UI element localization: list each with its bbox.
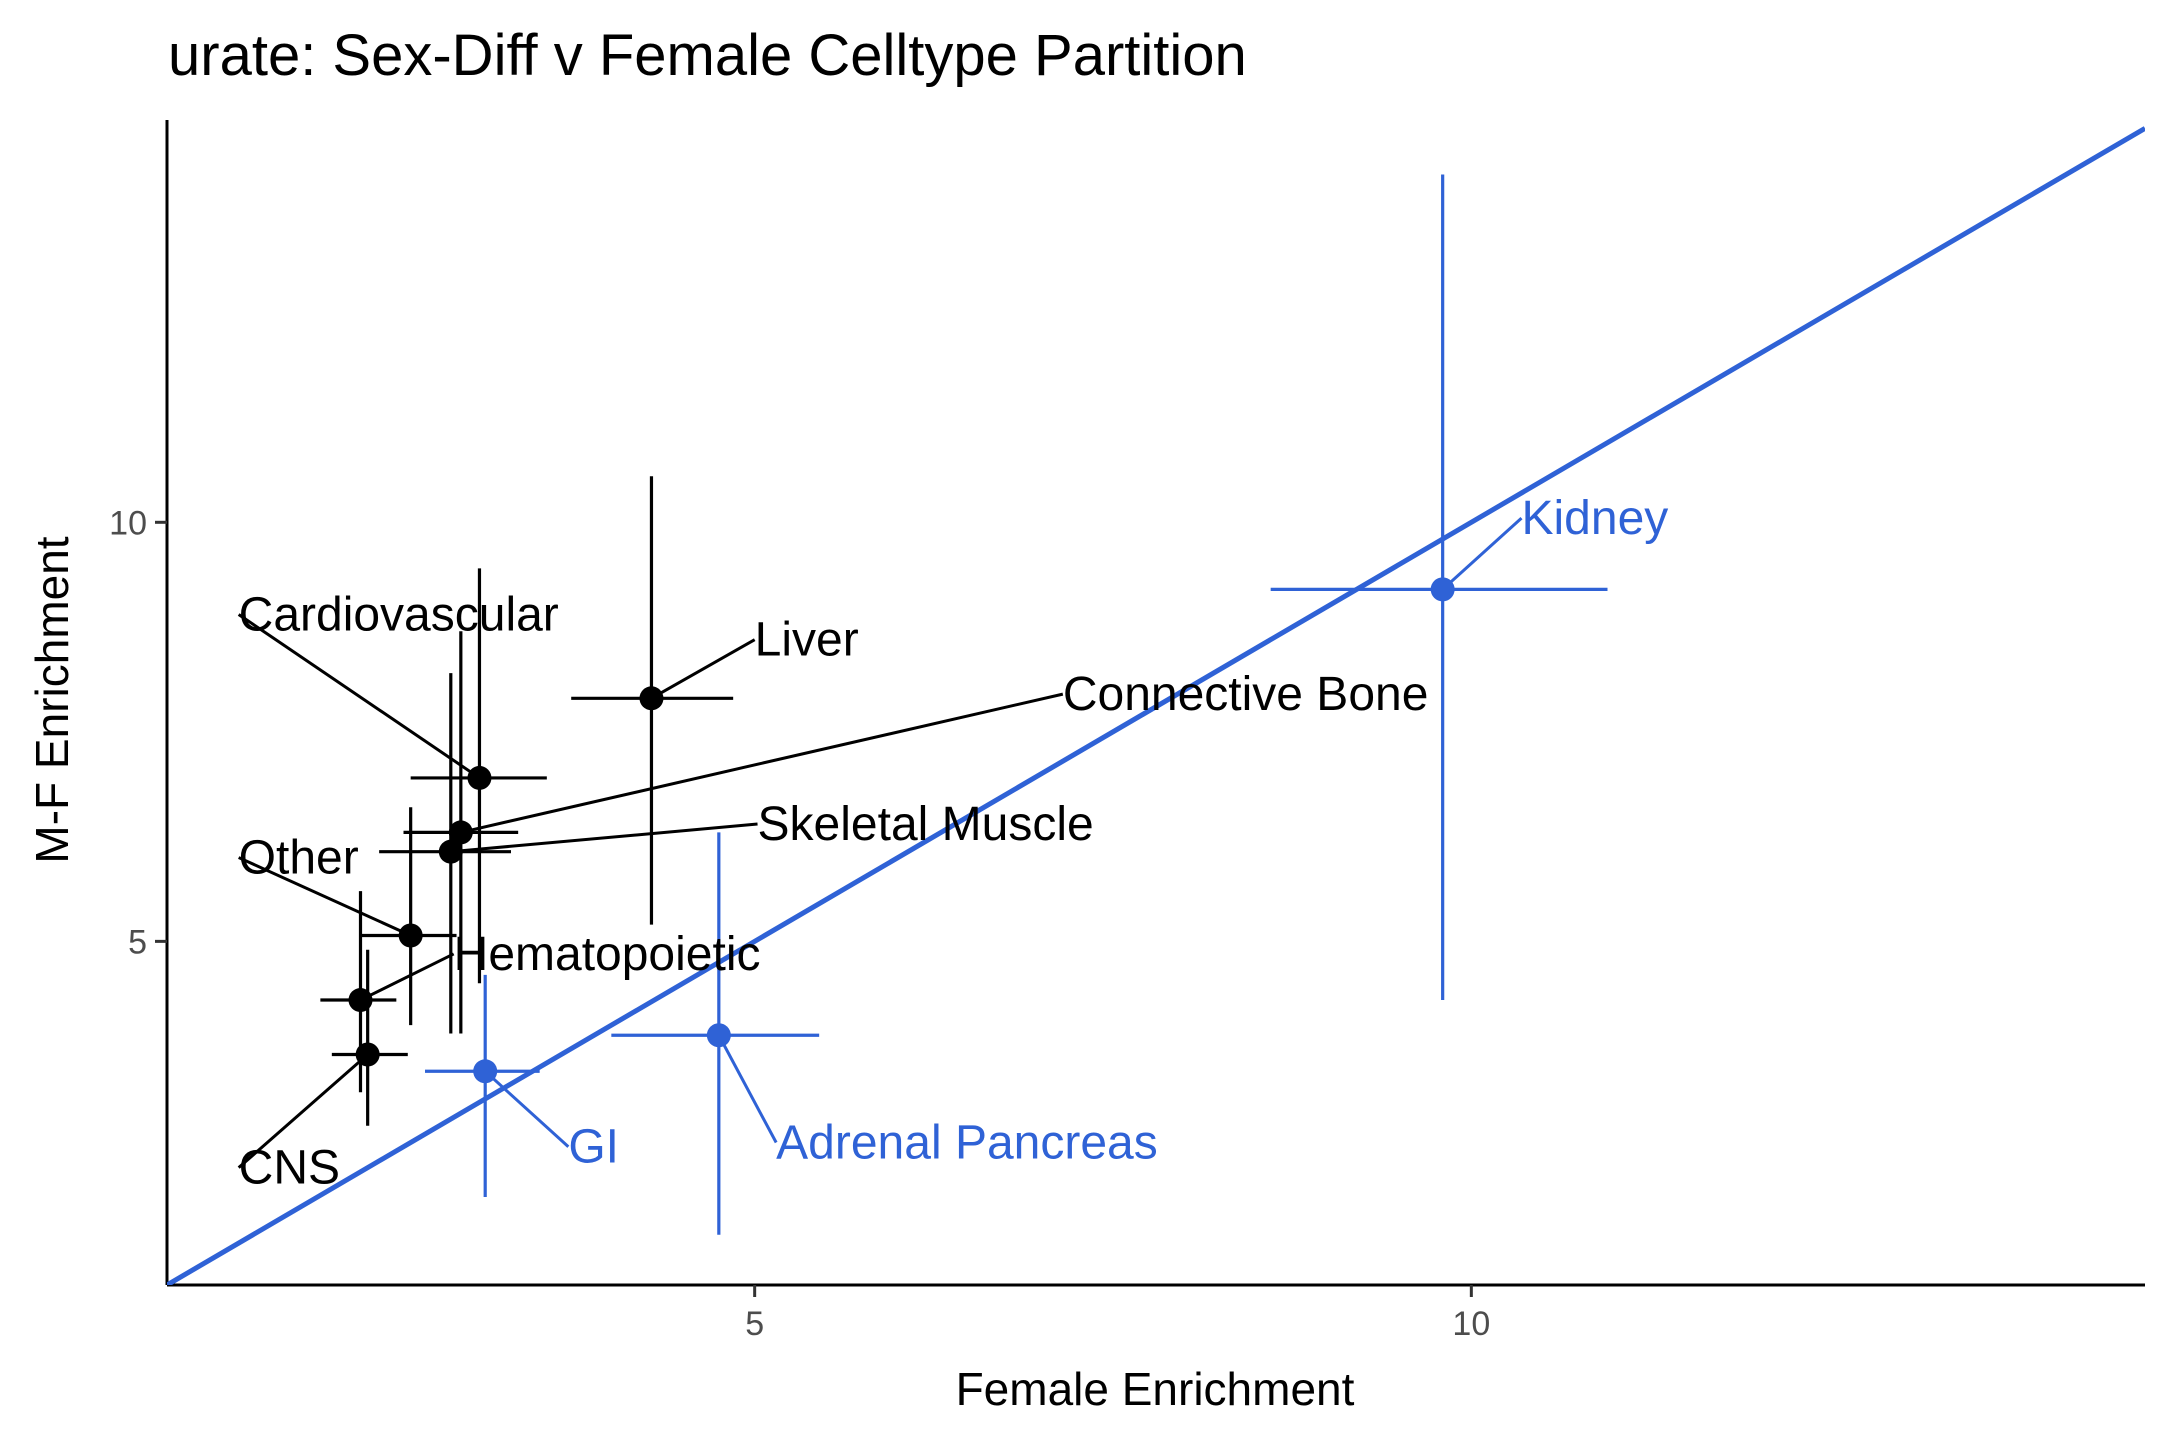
- label-leader-line: [484, 1070, 570, 1148]
- data-point: [448, 820, 473, 845]
- point-label: CNS: [239, 1142, 340, 1195]
- x-tick-label: 5: [745, 1305, 764, 1343]
- point-label: Skeletal Muscle: [758, 798, 1094, 851]
- data-point: [348, 988, 373, 1013]
- point-label: Other: [239, 832, 359, 885]
- data-point: [706, 1023, 731, 1048]
- data-point: [355, 1042, 380, 1067]
- x-axis-title: Female Enrichment: [956, 1363, 1355, 1415]
- point-label: GI: [568, 1121, 619, 1174]
- y-axis-title: M-F Enrichment: [26, 536, 78, 863]
- chart-title: urate: Sex-Diff v Female Celltype Partit…: [168, 23, 1247, 88]
- data-point: [438, 839, 463, 864]
- label-leader-line: [359, 952, 455, 1002]
- point-label: Kidney: [1522, 492, 1669, 545]
- data-point: [467, 765, 492, 790]
- label-leader-line: [238, 856, 412, 937]
- point-label: Liver: [755, 614, 859, 667]
- y-tick-label: 10: [109, 504, 147, 542]
- data-point: [1430, 577, 1455, 602]
- label-leader-line: [717, 1034, 778, 1144]
- label-leader-line: [237, 1053, 369, 1169]
- data-point: [398, 923, 423, 948]
- point-label: Connective Bone: [1063, 668, 1429, 721]
- label-leader-line: [1441, 516, 1523, 591]
- point-label: Adrenal Pancreas: [776, 1117, 1158, 1170]
- point-label: Hematopoietic: [454, 928, 761, 981]
- label-leader-line: [460, 692, 1064, 834]
- label-leader-line: [237, 613, 481, 780]
- y-tick-label: 5: [128, 923, 147, 961]
- data-point: [473, 1059, 498, 1084]
- plot-area: 5 10 5 10 Liver Cardiovascular Connective Bone…: [109, 120, 2145, 1343]
- point-label: Cardiovascular: [239, 588, 559, 641]
- reference-line: [167, 126, 2145, 1285]
- data-point: [639, 686, 664, 711]
- x-tick-label: 10: [1452, 1305, 1490, 1343]
- label-leader-line: [450, 822, 758, 854]
- label-leader-line: [650, 638, 756, 700]
